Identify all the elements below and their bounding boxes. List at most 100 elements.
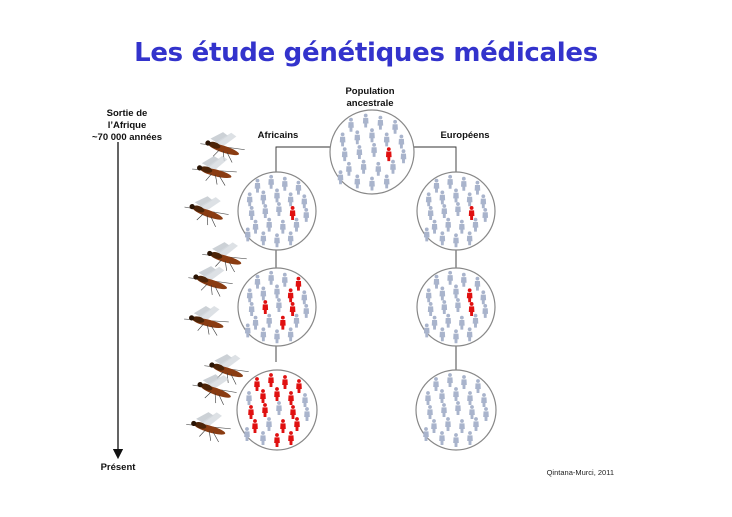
person-icon bbox=[280, 219, 286, 234]
person-icon bbox=[433, 274, 440, 289]
person-icon bbox=[383, 132, 390, 147]
person-icon bbox=[459, 419, 465, 433]
person-icon bbox=[287, 192, 294, 207]
person-icon bbox=[274, 188, 280, 203]
person-icon bbox=[274, 433, 280, 447]
person-icon bbox=[441, 204, 448, 218]
person-icon bbox=[262, 204, 269, 218]
person-icon bbox=[341, 147, 348, 162]
person-icon bbox=[266, 217, 272, 232]
person-icon bbox=[469, 405, 475, 419]
person-icon bbox=[268, 174, 274, 189]
person-icon bbox=[431, 419, 437, 433]
person-icon bbox=[337, 170, 344, 185]
person-icon bbox=[475, 379, 481, 393]
timeline-start-line-2: l’Afrique bbox=[107, 120, 147, 131]
person-icon bbox=[266, 313, 272, 328]
timeline-start-line-1: Sortie de bbox=[106, 108, 148, 119]
person-icon bbox=[369, 176, 375, 191]
person-icon bbox=[467, 431, 473, 445]
mosquito-icon bbox=[181, 299, 233, 339]
person-icon bbox=[482, 304, 489, 318]
person-icon bbox=[262, 300, 269, 314]
person-icon bbox=[248, 206, 255, 220]
timeline-end-label: Présent bbox=[100, 462, 136, 473]
population-circle-europe-2 bbox=[416, 267, 496, 347]
person-icon bbox=[262, 403, 268, 417]
person-icon bbox=[293, 313, 300, 328]
person-icon bbox=[339, 132, 346, 147]
timeline-start-line-3: ~70 000 années bbox=[92, 132, 162, 143]
person-icon bbox=[447, 174, 453, 189]
person-icon bbox=[288, 431, 294, 445]
person-icon bbox=[295, 180, 302, 195]
person-icon bbox=[260, 190, 267, 205]
root-label-line-1: Population bbox=[345, 86, 395, 97]
person-icon bbox=[274, 329, 280, 344]
person-icon bbox=[461, 375, 467, 389]
person-icon bbox=[287, 327, 294, 342]
person-icon bbox=[348, 117, 354, 132]
person-icon bbox=[282, 176, 288, 191]
person-icon bbox=[274, 284, 280, 299]
person-icon bbox=[466, 231, 473, 246]
person-icon bbox=[248, 405, 254, 419]
person-icon bbox=[289, 302, 296, 316]
person-icon bbox=[455, 401, 461, 415]
person-icon bbox=[445, 417, 451, 431]
person-icon bbox=[466, 192, 473, 207]
person-icon bbox=[246, 288, 253, 303]
person-icon bbox=[383, 174, 390, 189]
person-icon bbox=[427, 302, 434, 316]
person-icon bbox=[441, 403, 447, 417]
population-circle-ancestral bbox=[329, 109, 415, 195]
mosquito-icon bbox=[183, 404, 235, 446]
population-circle-europe-3 bbox=[415, 369, 497, 451]
person-icon bbox=[439, 190, 446, 205]
person-icon bbox=[254, 178, 261, 193]
person-icon bbox=[453, 188, 459, 203]
person-icon bbox=[386, 147, 392, 162]
person-icon bbox=[294, 417, 300, 431]
person-icon bbox=[390, 159, 396, 174]
person-icon bbox=[433, 377, 439, 391]
person-icon bbox=[375, 161, 382, 176]
person-icon bbox=[244, 427, 250, 441]
person-icon bbox=[377, 115, 384, 130]
person-icon bbox=[472, 313, 479, 328]
person-icon bbox=[461, 272, 467, 287]
person-icon bbox=[468, 206, 475, 220]
person-icon bbox=[371, 143, 377, 157]
person-icon bbox=[483, 407, 489, 421]
person-icon bbox=[252, 419, 258, 433]
person-icon bbox=[354, 130, 361, 145]
person-icon bbox=[301, 290, 308, 305]
person-icon bbox=[474, 180, 481, 195]
person-icon bbox=[445, 313, 451, 328]
person-icon bbox=[398, 134, 405, 149]
europeans-label: Européens bbox=[440, 130, 490, 141]
person-icon bbox=[274, 233, 280, 248]
person-icon bbox=[254, 377, 260, 391]
person-icon bbox=[453, 233, 459, 248]
person-icon bbox=[459, 219, 465, 234]
person-icon bbox=[447, 270, 453, 285]
person-icon bbox=[346, 161, 352, 176]
person-icon bbox=[439, 431, 445, 445]
person-icon bbox=[427, 206, 434, 220]
person-icon bbox=[441, 300, 448, 314]
person-icon bbox=[266, 417, 272, 431]
population-circle-africa-2 bbox=[237, 267, 317, 347]
person-icon bbox=[303, 208, 310, 222]
person-icon bbox=[400, 149, 407, 164]
person-icon bbox=[481, 393, 487, 407]
person-icon bbox=[287, 231, 294, 246]
person-icon bbox=[276, 202, 282, 217]
person-icon bbox=[244, 227, 251, 242]
person-icon bbox=[427, 405, 433, 419]
person-icon bbox=[268, 270, 274, 285]
person-icon bbox=[425, 288, 432, 303]
person-icon bbox=[468, 302, 475, 316]
population-circle-europe-1 bbox=[416, 171, 496, 251]
person-icon bbox=[280, 315, 286, 330]
